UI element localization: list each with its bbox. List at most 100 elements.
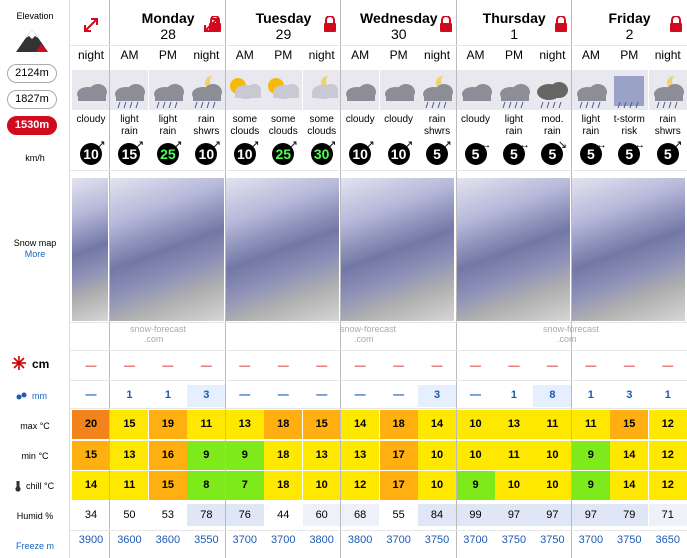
snow-map-label: Snow map: [13, 238, 57, 248]
chill-temp-cell: 12: [341, 471, 380, 500]
snow-map-image: [341, 178, 455, 321]
weather-text-line1: rain: [428, 114, 446, 125]
min-temp-cell: 10: [418, 441, 457, 470]
weather-text-line2: rain: [121, 126, 138, 137]
rain-amount: —: [85, 389, 97, 401]
weather-text-line2: clouds: [268, 126, 298, 137]
snow-map-image: [456, 178, 570, 321]
chill-temp-cell: 7: [225, 471, 264, 500]
snow-unit-label: cm: [32, 357, 50, 371]
max-temp-cell: 13: [494, 410, 533, 439]
weather-text: cloudy: [72, 114, 110, 126]
lock-icon[interactable]: [439, 15, 453, 32]
min-temp-cell: 9: [187, 441, 226, 470]
min-temp-cell: 13: [341, 441, 380, 470]
period-label: night: [77, 48, 105, 62]
snow-map-panel[interactable]: [571, 178, 686, 321]
freeze-level-value: 3900: [78, 534, 104, 546]
max-temp-cell: 15: [110, 410, 149, 439]
weather-text-line2: shwrs: [654, 126, 681, 137]
freeze-level-value: 3700: [271, 534, 296, 546]
chill-temp-cell: 10: [533, 471, 572, 500]
elevation-top-button[interactable]: 2124m: [7, 64, 57, 83]
freeze-level-value: 3750: [617, 534, 642, 546]
snow-amount: —: [585, 360, 597, 372]
chill-temp-cell: 14: [72, 471, 110, 500]
freeze-level-value: 3750: [424, 534, 450, 546]
lock-icon[interactable]: [669, 15, 683, 32]
day-separator: [570, 0, 572, 558]
watermark-line1: snow-forecast: [130, 324, 187, 334]
wind-speed-badge: 5: [618, 143, 641, 165]
day-header: Friday 2: [584, 10, 675, 42]
min-temp-cell: 13: [302, 441, 341, 470]
snow-map-panel[interactable]: [225, 178, 340, 321]
lock-icon[interactable]: [323, 15, 337, 32]
snow-amount: —: [393, 360, 405, 372]
watermark: snow-forecast .com: [130, 324, 186, 344]
max-temp-label: max °C: [20, 421, 50, 431]
wind-speed-badge: 15: [118, 143, 141, 165]
weather-text-line1: rain: [659, 114, 677, 125]
thermometer-icon: [15, 481, 21, 492]
snow-map-more-link[interactable]: More: [24, 249, 46, 259]
watermark-line2: .com: [354, 334, 374, 344]
chill-temp-cell: 15: [148, 471, 187, 500]
day-name: Friday: [608, 10, 651, 26]
watermark-line2: .com: [144, 334, 164, 344]
weather-text-line1: light: [158, 114, 178, 125]
period-label: AM: [120, 48, 139, 62]
watermark: snow-forecast .com: [543, 324, 599, 344]
max-temp-cell: 14: [341, 410, 380, 439]
expand-icon[interactable]: [202, 16, 220, 34]
weather-text: light rain: [149, 114, 187, 138]
elevation-mid-button[interactable]: 1827m: [7, 90, 57, 109]
snow-map-image: [72, 178, 109, 321]
weather-text-line2: clouds: [307, 126, 337, 137]
min-temp-cell: 18: [264, 441, 303, 470]
snow-map-image: [571, 178, 686, 321]
max-temp-cell: 19: [148, 410, 187, 439]
wind-speed-badge: 5: [464, 143, 487, 165]
humidity-value: 97: [494, 504, 533, 526]
freeze-level-value: 3700: [578, 534, 604, 546]
snow-map-panel[interactable]: [341, 178, 455, 321]
rain-amount: —: [354, 389, 366, 401]
snow-amount: —: [354, 360, 366, 372]
day-number: 28: [160, 26, 176, 42]
snow-map-panel[interactable]: [110, 178, 224, 321]
wind-arrow-icon: ↗: [442, 139, 452, 151]
humidity-label: Humid %: [16, 511, 54, 521]
rain-amount: —: [316, 389, 328, 401]
wind-arrow-icon: ↘: [557, 139, 567, 151]
snowflake-icon: [12, 356, 26, 370]
weather-text-line2: rain: [505, 126, 523, 137]
min-temp-cell: 14: [610, 441, 649, 470]
weather-text: some clouds: [226, 114, 264, 138]
expand-icon[interactable]: [82, 16, 100, 34]
freeze-level-value: 3750: [540, 534, 565, 546]
snow-amount: —: [162, 360, 174, 372]
weather-text: rain shwrs: [649, 114, 687, 138]
elevation-bottom-button[interactable]: 1530m: [7, 116, 57, 135]
rain-cloud-icon: [110, 70, 149, 110]
lock-icon[interactable]: [554, 15, 568, 32]
weather-text: cloudy: [380, 114, 418, 126]
rain-amount: —: [239, 389, 251, 401]
snow-map-panel[interactable]: [72, 178, 109, 321]
wind-speed-badge: 5: [656, 143, 679, 165]
max-temp-cell: 13: [225, 410, 264, 439]
day-separator: [109, 0, 111, 558]
weather-text: light rain: [572, 114, 610, 138]
rain-cloud-icon: [148, 70, 187, 110]
watermark-line2: .com: [557, 334, 577, 344]
freeze-level-value: 3700: [232, 534, 258, 546]
min-temp-cell: 9: [571, 441, 610, 470]
weather-text: cloudy: [341, 114, 379, 126]
min-temp-cell: 10: [456, 441, 495, 470]
wind-speed-badge: 5: [426, 143, 449, 165]
weather-text-line1: some: [309, 114, 334, 125]
snow-map-panel[interactable]: [456, 178, 570, 321]
weather-text-line2: shwrs: [193, 126, 220, 137]
day-header: Monday 28: [122, 10, 213, 42]
